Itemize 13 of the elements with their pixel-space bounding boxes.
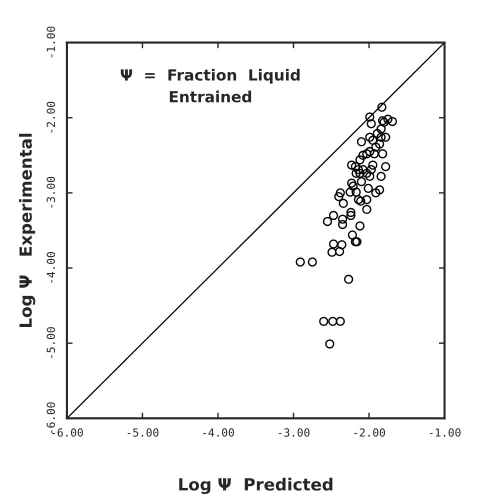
annotation: Ψ = Fraction Liquid Entrained [120,68,300,102]
x-tick-label: -5.00 [128,428,158,437]
y-tick-label: -2.00 [46,102,56,133]
x-tick-label: -4.00 [203,428,234,437]
y-tick-label: -3.00 [46,176,56,208]
x-axis-title: Log Ψ Predicted [179,478,332,494]
y-tick-label: -1.00 [46,26,56,58]
x-tick-label: -1.00 [430,428,461,437]
y-tick-label: -5.00 [46,327,56,358]
x-tick-label: -3.00 [278,428,310,437]
x-tick-label: -2.00 [354,428,386,437]
y-tick-label: -4.00 [46,252,56,283]
y-axis-title: Log Ψ Experimental [19,134,36,327]
